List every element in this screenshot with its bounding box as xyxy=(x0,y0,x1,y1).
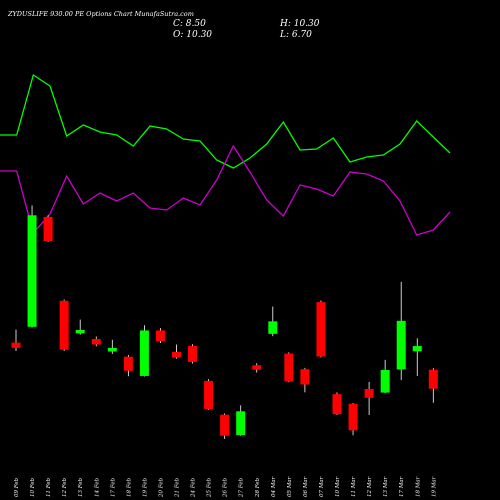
x-tick-label: 14 Feb xyxy=(94,477,100,497)
green-indicator-line xyxy=(0,73,451,169)
candlesticks xyxy=(11,205,438,439)
candle-body xyxy=(59,300,69,350)
candle xyxy=(428,368,438,403)
candle-body xyxy=(284,353,294,382)
x-tick-label: 17 Mar xyxy=(399,476,405,497)
candle-body xyxy=(91,339,101,345)
candle xyxy=(59,299,69,351)
candle xyxy=(155,328,165,343)
x-tick-label: 17 Feb xyxy=(110,477,116,497)
candle xyxy=(188,344,198,364)
candle xyxy=(91,336,101,347)
candle-body xyxy=(396,320,406,370)
candle-body xyxy=(172,352,181,358)
x-tick-label: 10 Mar xyxy=(335,476,341,497)
candle-body xyxy=(252,365,262,370)
candle xyxy=(332,392,342,415)
low-label: L: 6.70 xyxy=(279,30,312,40)
candle xyxy=(43,215,53,242)
x-tick-label: 13 Mar xyxy=(383,476,389,497)
candle-body xyxy=(107,347,117,352)
candle xyxy=(380,359,390,394)
candle xyxy=(412,338,422,376)
candle xyxy=(268,306,278,337)
candle-body xyxy=(428,369,438,389)
candle-body xyxy=(11,342,21,348)
x-axis: 09 Feb 10 Feb 11 Feb 12 Feb 13 Feb 14 Feb 17 F… xyxy=(14,476,437,498)
candle-body xyxy=(332,394,342,415)
candle xyxy=(364,381,374,415)
x-tick-label: 19 Mar xyxy=(431,476,437,497)
x-tick-label: 05 Mar xyxy=(287,476,293,497)
x-tick-label: 06 Mar xyxy=(303,476,309,497)
candle xyxy=(123,354,133,377)
x-tick-label: 04 Mar xyxy=(271,476,277,497)
candle xyxy=(75,319,85,335)
candle xyxy=(139,325,149,377)
x-tick-label: 12 Mar xyxy=(367,476,373,497)
x-tick-label: 09 Feb xyxy=(14,477,20,497)
candle-body xyxy=(268,321,278,334)
candle xyxy=(236,405,246,436)
x-tick-label: 20 Feb xyxy=(158,477,164,498)
candle xyxy=(107,339,117,354)
candle xyxy=(172,344,181,359)
candle-body xyxy=(75,329,85,334)
candle-body xyxy=(412,346,422,352)
chart-title: ZYDUSLIFE 930.00 PE Options Chart Munafa… xyxy=(7,10,194,18)
x-tick-label: 21 Feb xyxy=(175,477,181,498)
x-tick-label: 10 Feb xyxy=(30,477,36,497)
x-tick-label: 18 Feb xyxy=(126,477,132,497)
candle-body xyxy=(316,302,326,357)
candle xyxy=(300,367,310,393)
candle-body xyxy=(155,330,165,342)
candle-body xyxy=(204,380,214,409)
x-tick-label: 13 Feb xyxy=(78,477,84,497)
x-tick-label: 07 Mar xyxy=(319,476,325,497)
candle-body xyxy=(348,403,358,431)
close-label: C: 8.50 xyxy=(173,19,206,29)
x-tick-label: 25 Feb xyxy=(207,477,213,498)
candle xyxy=(316,300,326,358)
candle-body xyxy=(380,369,390,393)
candle xyxy=(220,413,230,439)
candle xyxy=(27,205,37,328)
candle xyxy=(252,363,262,373)
candle xyxy=(204,379,214,410)
candle xyxy=(11,329,21,351)
candle-body xyxy=(188,346,198,362)
x-tick-label: 11 Mar xyxy=(351,476,357,497)
x-tick-label: 12 Feb xyxy=(62,477,68,497)
candle-body xyxy=(220,414,230,436)
candle-body xyxy=(364,388,374,398)
high-label: H: 10.30 xyxy=(279,19,320,29)
magenta-indicator-line xyxy=(0,144,451,236)
candle-body xyxy=(27,215,37,327)
candle-body xyxy=(139,330,149,376)
candle xyxy=(284,352,294,383)
candle xyxy=(396,281,406,381)
candle-body xyxy=(123,356,133,371)
candle-body xyxy=(236,411,246,435)
indicator-lines xyxy=(0,73,451,236)
x-tick-label: 19 Feb xyxy=(142,477,148,497)
x-tick-label: 28 Feb xyxy=(255,477,261,498)
x-tick-label: 24 Feb xyxy=(191,477,197,498)
x-tick-label: 18 Mar xyxy=(415,476,421,497)
candle-body xyxy=(43,216,53,242)
x-tick-label: 26 Feb xyxy=(223,477,229,498)
open-label: O: 10.30 xyxy=(173,30,212,40)
x-tick-label: 11 Feb xyxy=(46,477,52,497)
candle-body xyxy=(300,369,310,385)
x-tick-label: 27 Feb xyxy=(239,477,245,498)
candle xyxy=(348,403,358,436)
